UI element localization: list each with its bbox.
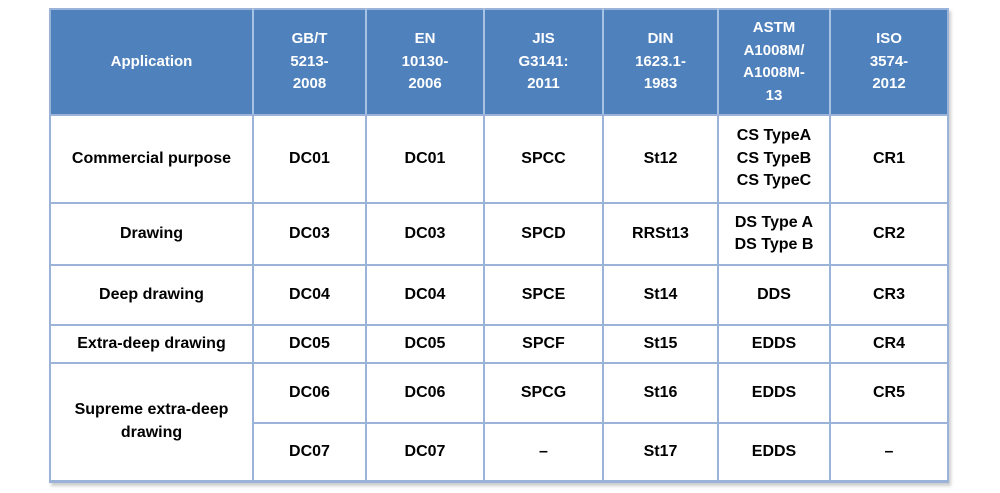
standards-comparison-table: Application GB/T 5213- 2008 EN 10130- 20… xyxy=(49,8,949,483)
table-row-extra-deep-drawing: Extra-deep drawing DC05 DC05 SPCF St15 E… xyxy=(49,324,949,364)
table-row-commercial-purpose: Commercial purpose DC01 DC01 SPCC St12 C… xyxy=(49,114,949,204)
table-row-drawing: Drawing DC03 DC03 SPCD RRSt13 DS Type A … xyxy=(49,202,949,266)
table-row-supreme-extra-deep-drawing-2: DC07 DC07 – St17 EDDS – xyxy=(50,422,949,482)
grade-cell: DC06 xyxy=(252,362,367,424)
grade-cell: DC03 xyxy=(365,202,485,266)
grade-cell: St14 xyxy=(602,264,719,326)
grade-cell: DC04 xyxy=(252,264,367,326)
grade-cell: – xyxy=(483,422,604,482)
table-row-supreme-extra-deep-drawing-1: Supreme extra-deep drawing DC06 DC06 SPC… xyxy=(49,362,949,482)
grade-cell: CR1 xyxy=(829,114,949,204)
col-header-iso: ISO 3574- 2012 xyxy=(829,8,949,116)
grade-cell: CR5 xyxy=(829,362,949,424)
application-cell: Supreme extra-deep drawing xyxy=(49,362,254,482)
grade-cell: DC07 xyxy=(252,422,367,482)
grade-cell: SPCF xyxy=(483,324,604,364)
grade-cell: SPCG xyxy=(483,362,604,424)
grade-cell: DDS xyxy=(717,264,831,326)
grade-cell: DC05 xyxy=(252,324,367,364)
grade-cell: DC07 xyxy=(365,422,485,482)
grade-cell: St15 xyxy=(602,324,719,364)
steel-grades-table: Application GB/T 5213- 2008 EN 10130- 20… xyxy=(49,8,949,483)
grade-cell: SPCD xyxy=(483,202,604,266)
grade-cell: CS TypeA CS TypeB CS TypeC xyxy=(717,114,831,204)
grade-cell: DC01 xyxy=(252,114,367,204)
grade-cell: DC05 xyxy=(365,324,485,364)
col-header-din: DIN 1623.1- 1983 xyxy=(602,8,719,116)
grade-cell: RRSt13 xyxy=(602,202,719,266)
col-header-astm: ASTM A1008M/ A1008M- 13 xyxy=(717,8,831,116)
application-cell: Deep drawing xyxy=(49,264,254,326)
grade-cell: DC04 xyxy=(365,264,485,326)
grade-cell: EDDS xyxy=(717,422,831,482)
grade-cell: – xyxy=(829,422,949,482)
table-row-deep-drawing: Deep drawing DC04 DC04 SPCE St14 DDS CR3 xyxy=(49,264,949,326)
col-header-gbt: GB/T 5213- 2008 xyxy=(252,8,367,116)
grade-cell: DC06 xyxy=(365,362,485,424)
grade-cell: St17 xyxy=(602,422,719,482)
grade-cell: EDDS xyxy=(717,324,831,364)
grade-cell: St12 xyxy=(602,114,719,204)
col-header-application: Application xyxy=(49,8,254,116)
application-cell: Commercial purpose xyxy=(49,114,254,204)
application-cell: Extra-deep drawing xyxy=(49,324,254,364)
grade-cell: CR4 xyxy=(829,324,949,364)
grade-cell: EDDS xyxy=(717,362,831,424)
grade-cell: SPCE xyxy=(483,264,604,326)
application-cell: Drawing xyxy=(49,202,254,266)
grade-cell: DC01 xyxy=(365,114,485,204)
grade-cell: St16 xyxy=(602,362,719,424)
grade-cell: DS Type A DS Type B xyxy=(717,202,831,266)
grade-cell: CR3 xyxy=(829,264,949,326)
col-header-en: EN 10130- 2006 xyxy=(365,8,485,116)
grade-cell: DC03 xyxy=(252,202,367,266)
header-row: Application GB/T 5213- 2008 EN 10130- 20… xyxy=(49,8,949,116)
grade-cell: CR2 xyxy=(829,202,949,266)
grade-cell: SPCC xyxy=(483,114,604,204)
col-header-jis: JIS G3141: 2011 xyxy=(483,8,604,116)
